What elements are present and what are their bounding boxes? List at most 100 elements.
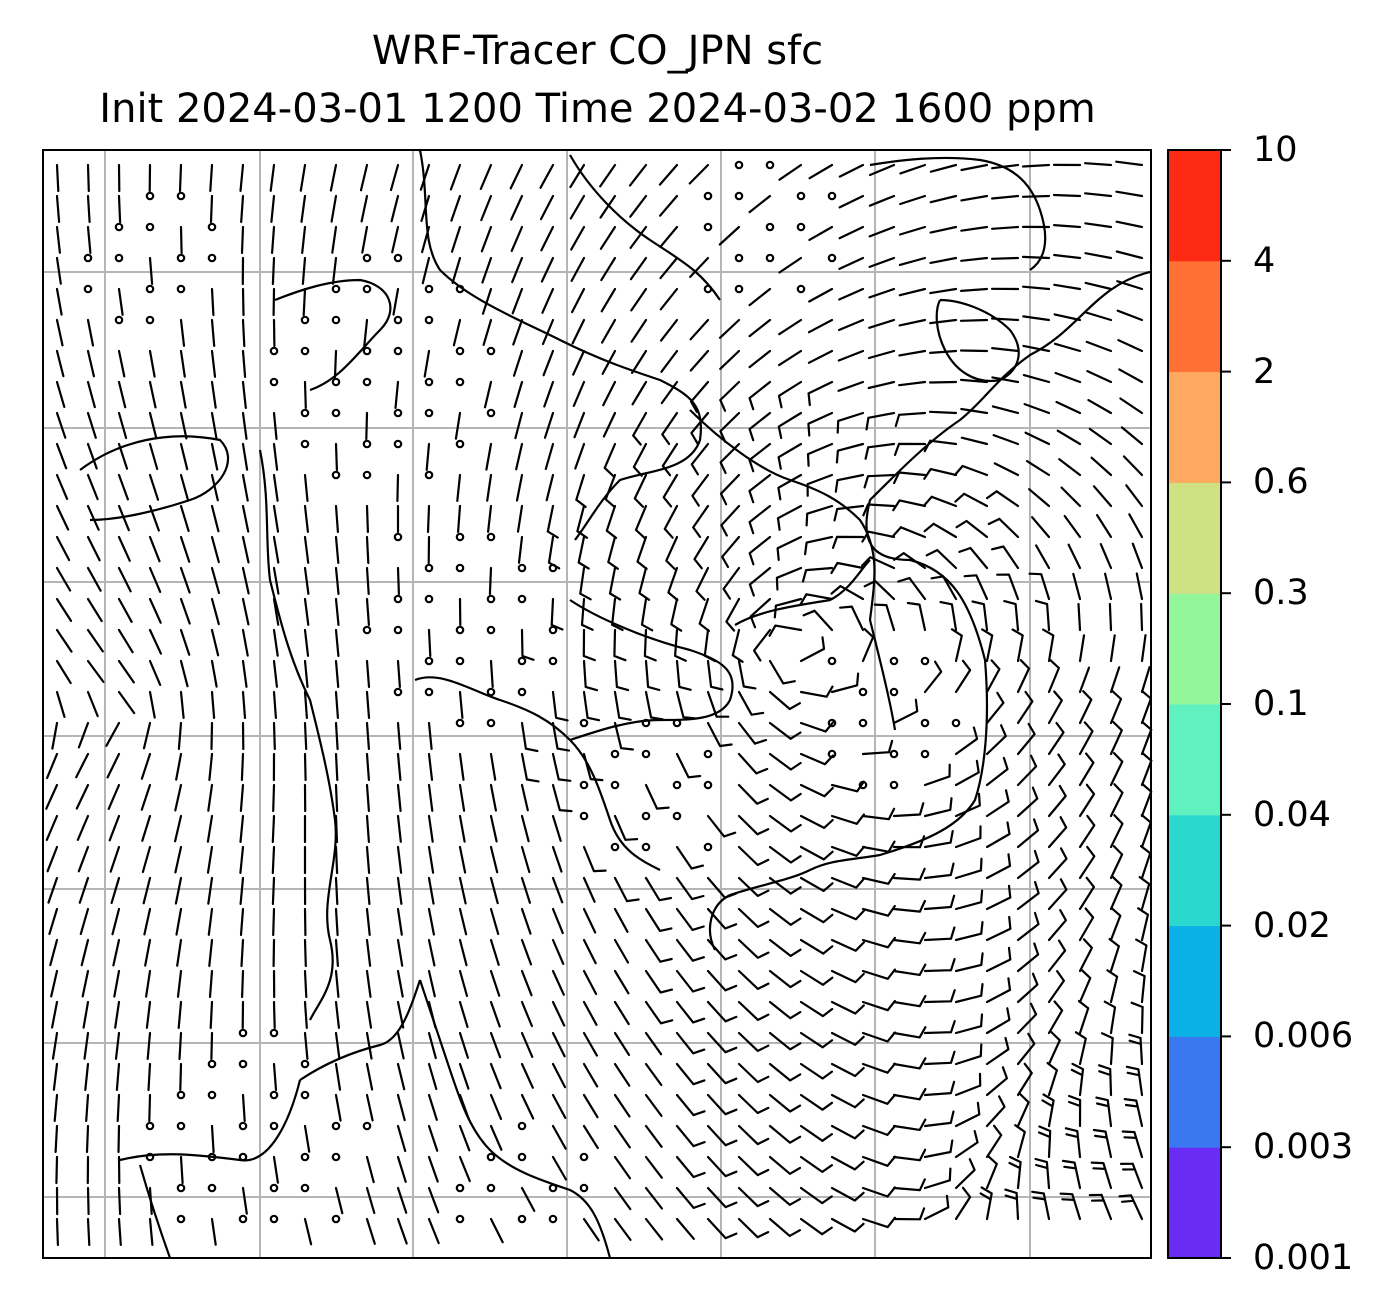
wind-barb <box>1092 1128 1113 1159</box>
wind-barb <box>1003 600 1020 632</box>
wind-barb <box>272 907 276 937</box>
wind-barb <box>51 721 59 750</box>
wind-barb <box>520 721 539 753</box>
wind-barb <box>303 566 310 595</box>
wind-barb <box>985 1007 1011 1035</box>
wind-barb <box>1098 1064 1113 1097</box>
wind-barb <box>737 1093 770 1115</box>
wind-barb <box>1096 514 1113 539</box>
wind-barb <box>390 194 400 223</box>
wind-barb <box>179 1062 183 1092</box>
wind-barb <box>272 690 277 719</box>
wind-barb <box>396 845 403 874</box>
wind-barb <box>613 1124 631 1149</box>
wind-barb <box>179 597 191 625</box>
wind-barb <box>489 1124 503 1151</box>
wind-barb <box>489 659 494 688</box>
wind-barb <box>892 1088 927 1101</box>
wind-barb <box>675 690 697 720</box>
wind-barb <box>108 814 121 842</box>
wind-barb <box>830 561 865 575</box>
wind-barb <box>985 1066 1008 1097</box>
wind-barb <box>929 225 958 234</box>
wind-barb <box>425 442 431 471</box>
wind-barb <box>1034 1157 1051 1190</box>
wind-barb <box>396 1186 408 1214</box>
colorbar-segment <box>1168 1147 1221 1259</box>
wind-barb <box>601 318 617 344</box>
wind-barb <box>1084 192 1113 198</box>
calm-wind-marker <box>331 1121 341 1131</box>
wind-barb <box>334 442 338 472</box>
wind-barb <box>480 225 493 253</box>
wind-barb <box>54 1124 59 1154</box>
wind-barb <box>1122 455 1144 477</box>
wind-barb <box>334 969 340 998</box>
wind-barb <box>600 256 617 282</box>
wind-barb <box>613 690 632 721</box>
wind-barb <box>954 792 981 818</box>
colorbar-segment <box>1168 260 1221 373</box>
wind-barb <box>543 380 555 408</box>
wind-barb <box>582 876 596 903</box>
calm-wind-marker <box>455 1183 465 1193</box>
wind-barb <box>241 473 249 502</box>
wind-barb <box>571 318 586 345</box>
calm-wind-marker <box>362 625 372 635</box>
calm-wind-marker <box>145 284 155 294</box>
calm-wind-marker <box>765 160 775 170</box>
wind-barb <box>1053 224 1082 229</box>
wind-barb <box>706 876 737 899</box>
calm-wind-marker <box>424 594 434 604</box>
wind-barb <box>632 411 648 446</box>
wind-barb <box>458 814 466 843</box>
wind-barb <box>489 1062 502 1090</box>
wind-barb <box>1125 484 1144 508</box>
calm-wind-marker <box>486 625 496 635</box>
wind-barb <box>1059 1192 1082 1221</box>
wind-barb <box>799 876 834 892</box>
calm-wind-marker <box>362 439 372 449</box>
wind-barb <box>1118 368 1144 384</box>
wind-barb <box>807 380 834 407</box>
wind-barb <box>53 1093 59 1122</box>
wind-barb <box>1022 344 1051 353</box>
wind-barb <box>1021 163 1051 168</box>
wind-barb <box>897 577 927 601</box>
wind-barb <box>458 876 467 905</box>
calm-wind-marker <box>238 1121 248 1131</box>
wind-barb <box>991 545 1020 570</box>
wind-barb <box>719 473 741 506</box>
wind-barb <box>659 256 679 280</box>
wind-barb <box>210 318 216 347</box>
wind-barb <box>986 490 1020 508</box>
wind-barb <box>210 628 220 657</box>
wind-barb <box>830 1124 865 1140</box>
calm-wind-marker <box>703 284 713 294</box>
wind-barb <box>1074 1031 1087 1066</box>
wind-barb <box>1109 752 1124 787</box>
wind-barb <box>363 318 369 347</box>
wind-barb <box>801 566 834 583</box>
calm-wind-marker <box>269 346 279 356</box>
wind-barb <box>862 503 896 517</box>
wind-barb <box>601 349 617 375</box>
wind-barb <box>899 225 927 236</box>
calm-wind-marker <box>579 1152 589 1162</box>
wind-barb <box>582 1062 599 1088</box>
coastline-inland-2 <box>79 435 230 522</box>
wind-barb <box>778 318 803 336</box>
wind-barb <box>644 1031 663 1056</box>
wind-barb <box>1078 876 1095 911</box>
wind-barb <box>778 256 803 274</box>
wind-barb <box>511 287 524 315</box>
wind-barb <box>644 969 674 994</box>
wind-barb <box>954 759 980 787</box>
wind-barb <box>692 504 710 538</box>
wind-barb <box>768 659 796 685</box>
wind-barb <box>1132 970 1146 1004</box>
wind-barb <box>174 783 183 812</box>
wind-barb <box>703 628 717 663</box>
wind-barb <box>1053 253 1082 260</box>
wind-barb <box>520 1062 534 1089</box>
